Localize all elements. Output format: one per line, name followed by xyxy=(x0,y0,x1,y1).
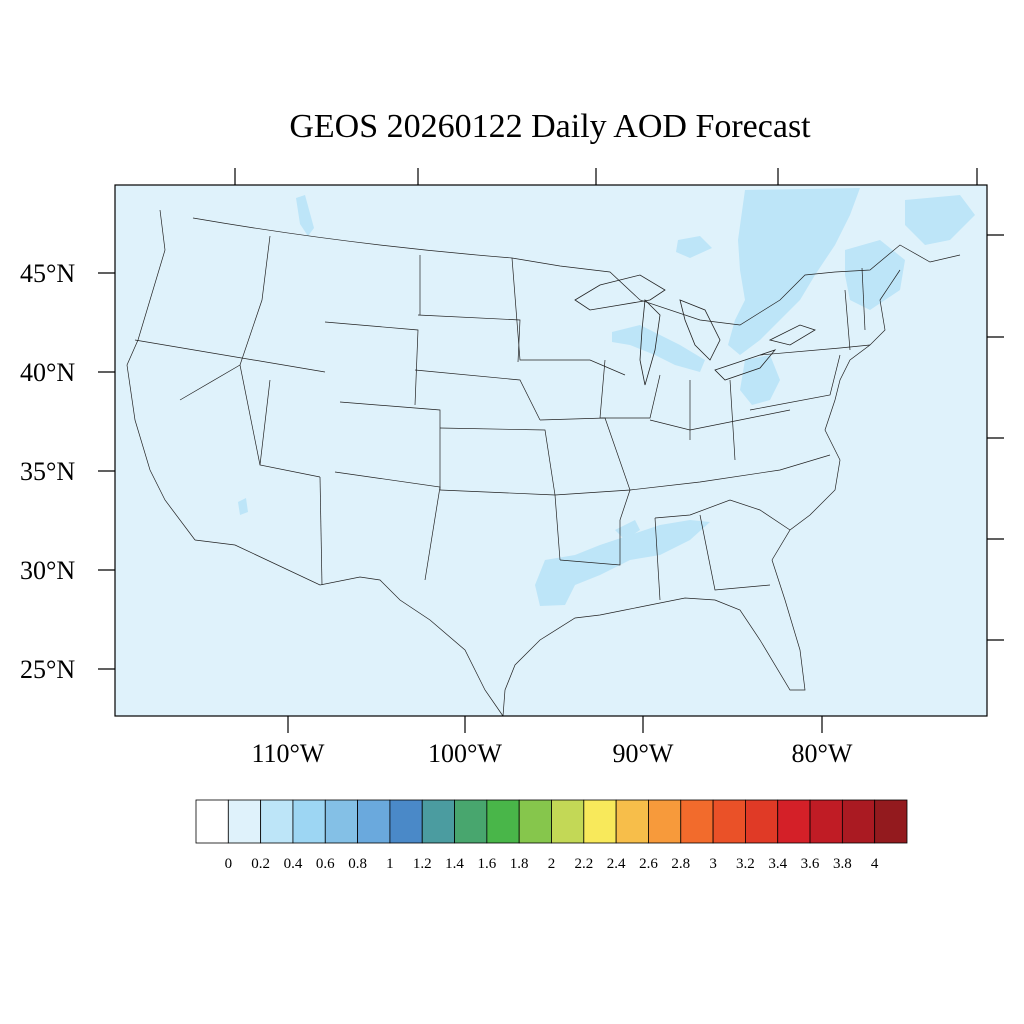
colorbar-tick-label: 0.6 xyxy=(316,856,335,872)
longitude-labels: 110°W 100°W 90°W 80°W xyxy=(252,739,853,768)
colorbar-swatch xyxy=(227,799,262,844)
colorbar-tick-label: 1.4 xyxy=(445,856,464,872)
colorbar-swatch xyxy=(680,799,714,844)
lon-label-100: 100°W xyxy=(428,739,502,768)
colorbar-swatch xyxy=(195,799,229,844)
colorbar-tick-label: 4 xyxy=(871,856,879,872)
colorbar-tick-label: 3.6 xyxy=(801,856,820,872)
colorbar-swatch xyxy=(841,799,876,844)
lat-label-40: 40°N xyxy=(20,358,75,387)
colorbar-swatch xyxy=(324,799,358,844)
map-boundaries xyxy=(126,209,961,717)
colorbar-swatch xyxy=(486,799,520,844)
colorbar-swatch xyxy=(518,799,552,844)
colorbar-tick-label: 3.4 xyxy=(768,856,787,872)
lat-label-25: 25°N xyxy=(20,655,75,684)
colorbar-swatch xyxy=(777,799,811,844)
colorbar-tick-label: 2.6 xyxy=(639,856,658,872)
colorbar-tick-label: 3.2 xyxy=(736,856,755,872)
colorbar xyxy=(195,799,908,844)
map-title: GEOS 20260122 Daily AOD Forecast xyxy=(289,108,811,145)
colorbar-tick-label: 1 xyxy=(386,856,394,872)
colorbar-swatch xyxy=(874,799,908,844)
colorbar-tick-label: 2.8 xyxy=(671,856,690,872)
colorbar-swatch xyxy=(648,799,682,844)
colorbar-swatch xyxy=(389,799,423,844)
lon-label-90: 90°W xyxy=(613,739,674,768)
great-lakes xyxy=(574,274,816,386)
colorbar-tick-label: 2.4 xyxy=(607,856,626,872)
colorbar-swatch xyxy=(745,799,779,844)
colorbar-tick-label: 3 xyxy=(709,856,717,872)
colorbar-tick-label: 1.8 xyxy=(510,856,529,872)
map-frame xyxy=(114,184,988,717)
colorbar-swatch xyxy=(583,799,617,844)
colorbar-tick-label: 2.2 xyxy=(574,856,593,872)
colorbar-swatch xyxy=(809,799,843,844)
colorbar-tick-label: 0.4 xyxy=(284,856,303,872)
colorbar-tick-label: 0.8 xyxy=(348,856,367,872)
colorbar-swatch xyxy=(357,799,391,844)
lat-label-45: 45°N xyxy=(20,259,75,288)
colorbar-tick-label: 0 xyxy=(225,856,233,872)
colorbar-swatch xyxy=(260,799,294,844)
colorbar-tick-label: 1.2 xyxy=(413,856,432,872)
colorbar-tick-label: 0.2 xyxy=(251,856,270,872)
latitude-labels: 45°N 40°N 35°N 30°N 25°N xyxy=(20,259,75,684)
colorbar-tick-label: 3.8 xyxy=(833,856,852,872)
colorbar-swatch xyxy=(615,799,649,844)
lat-label-30: 30°N xyxy=(20,556,75,585)
colorbar-tick-label: 1.6 xyxy=(477,856,496,872)
colorbar-swatch xyxy=(292,799,326,844)
colorbar-tick-label: 2 xyxy=(548,856,556,872)
map-area xyxy=(115,185,987,716)
colorbar-swatch xyxy=(454,799,488,844)
colorbar-swatch xyxy=(712,799,746,844)
colorbar-swatch xyxy=(421,799,455,844)
colorbar-labels: 0 0.2 0.4 0.6 0.8 1 1.2 1.4 1.6 1.8 2 2.2 2.4 2.6 2.8 3… xyxy=(225,856,879,872)
lon-label-110: 110°W xyxy=(252,739,325,768)
aod-plumes xyxy=(238,188,975,606)
lon-label-80: 80°W xyxy=(792,739,853,768)
axis-ticks xyxy=(98,168,1004,733)
colorbar-swatch xyxy=(551,799,585,844)
lat-label-35: 35°N xyxy=(20,457,75,486)
